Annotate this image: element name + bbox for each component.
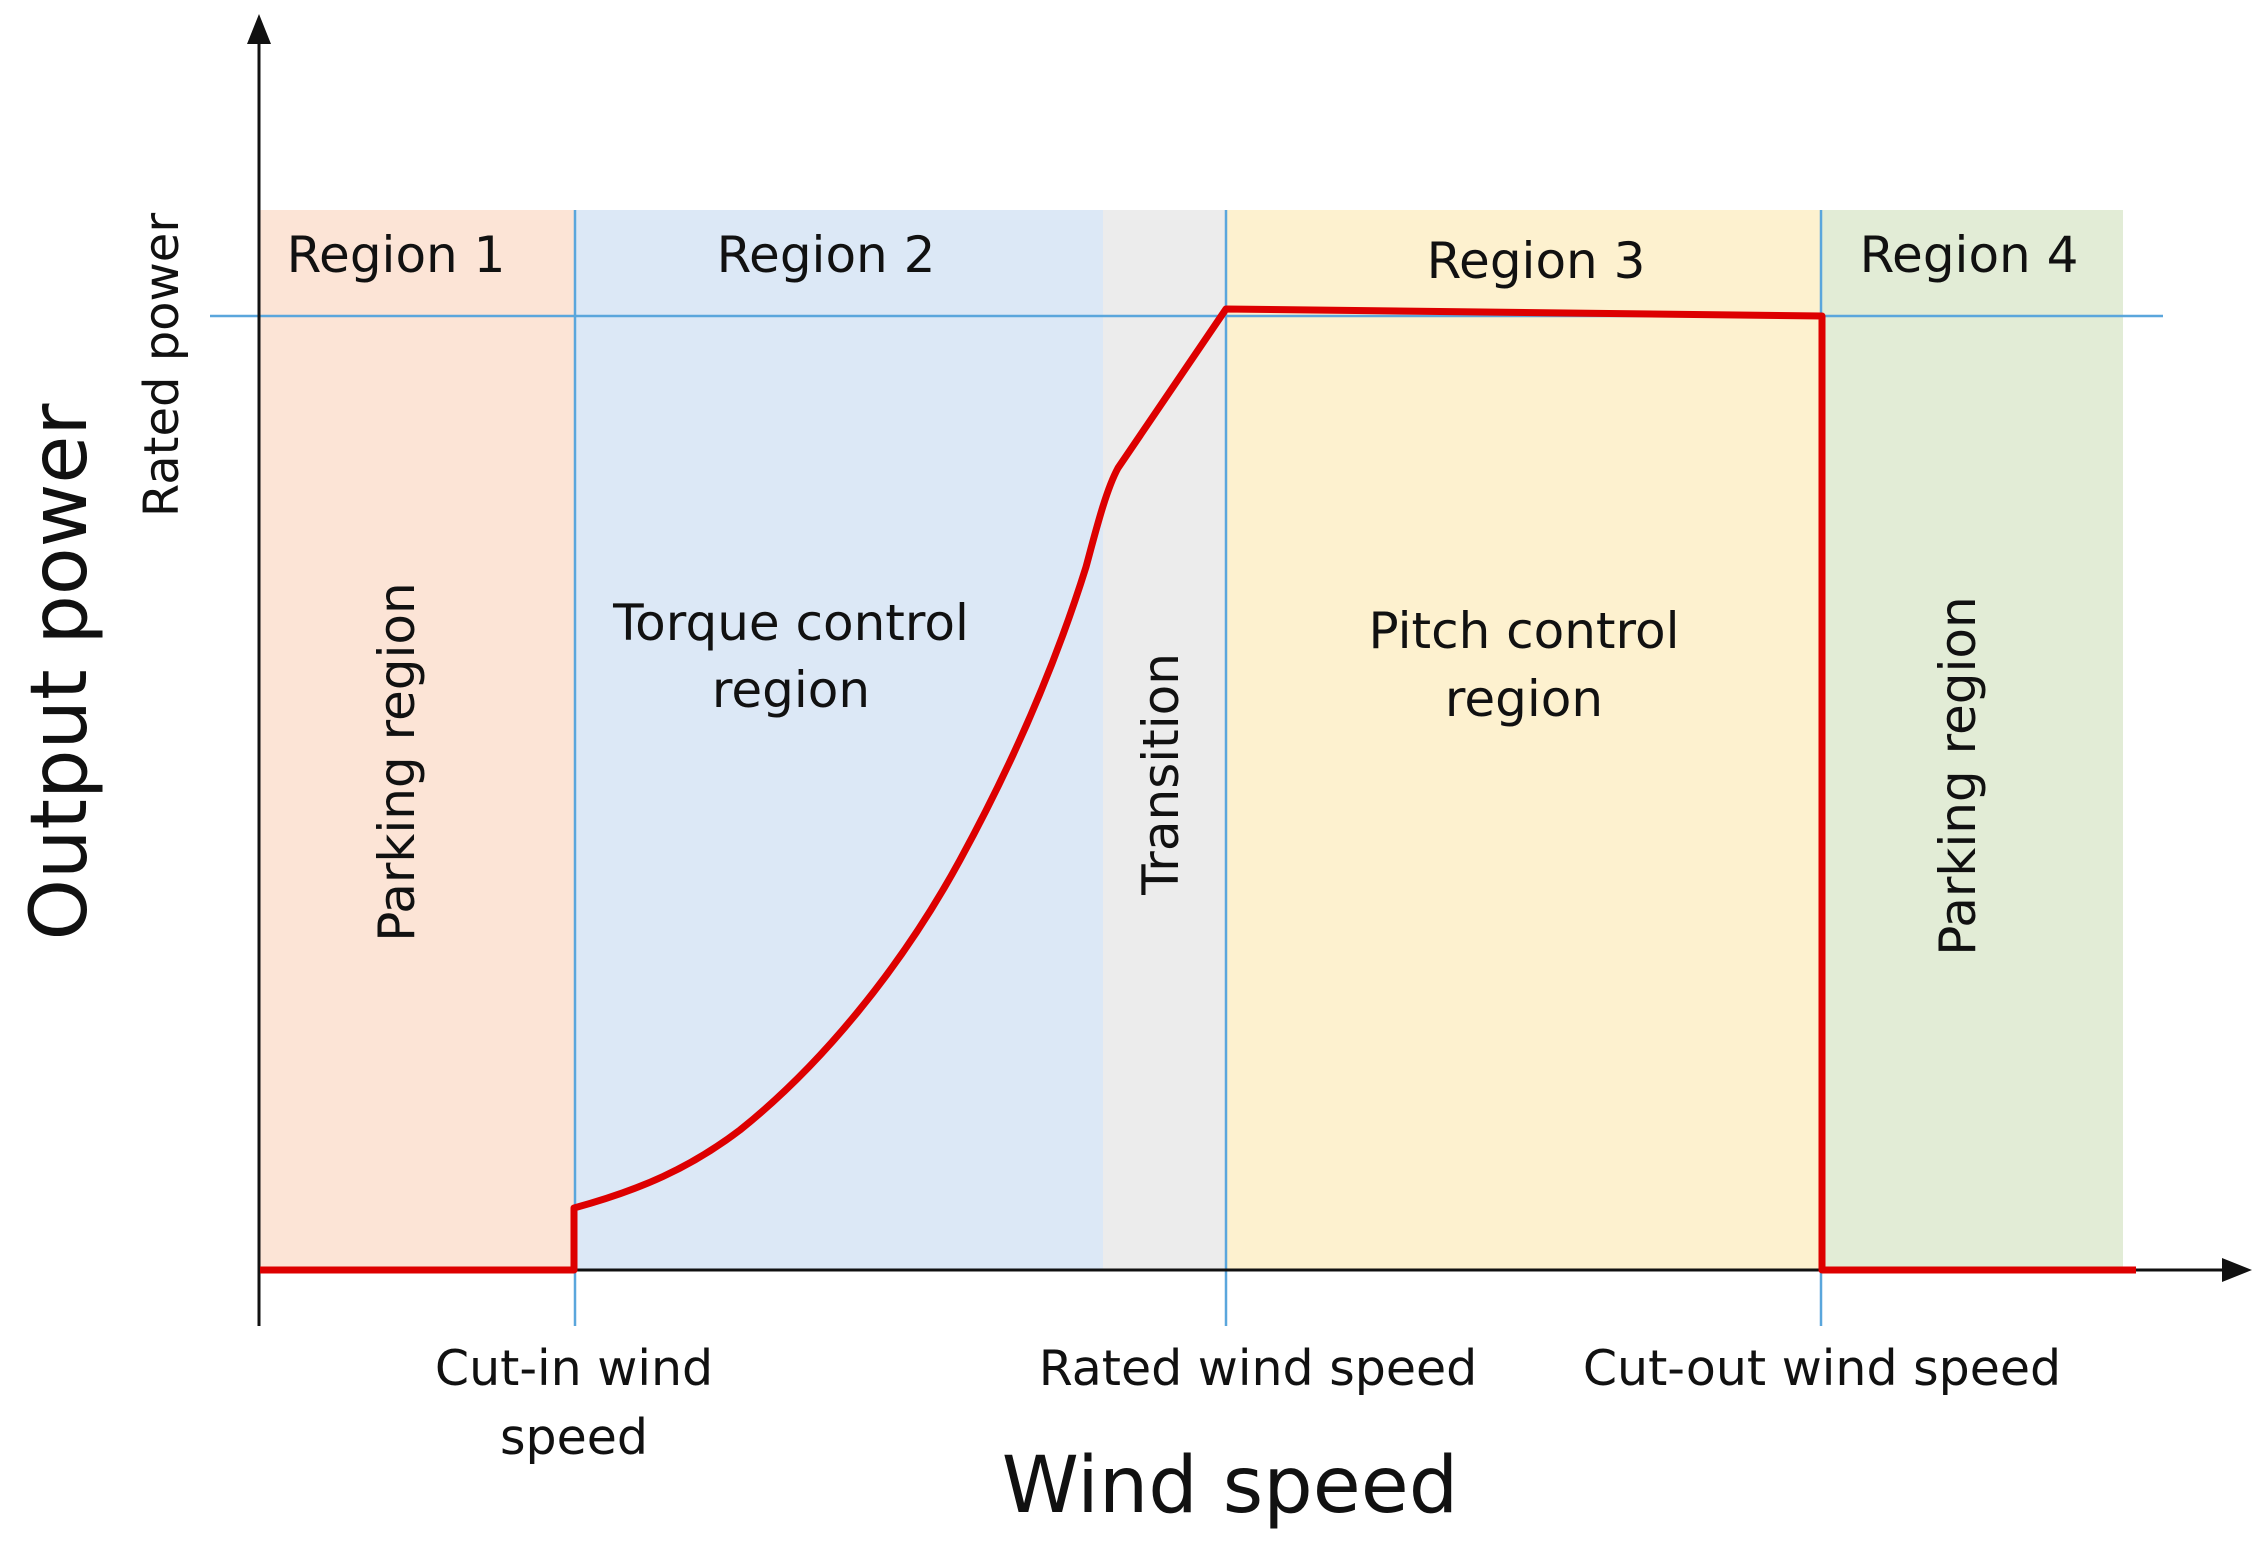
- region-2-title: Region 2: [717, 226, 936, 284]
- transition-band: [1103, 210, 1226, 1270]
- rated-power-label: Rated power: [134, 213, 190, 517]
- region-4-description: Parking region: [1929, 596, 1987, 955]
- region-1-title: Region 1: [287, 226, 506, 284]
- x-axis-arrowhead: [2222, 1258, 2252, 1282]
- y-axis-title: Output power: [15, 403, 105, 941]
- region-4-band: [1821, 210, 2123, 1270]
- cut-in-label-line-2: speed: [500, 1409, 648, 1466]
- region-2-description-line-1: Torque control: [612, 594, 969, 652]
- x-axis-title: Wind speed: [1002, 1441, 1458, 1531]
- region-1-description: Parking region: [368, 582, 426, 941]
- region-2-band: [575, 210, 1103, 1270]
- region-2-description-line-2: region: [712, 661, 870, 719]
- power-curve: [260, 305, 2136, 1274]
- region-1-band: [260, 210, 575, 1270]
- cut-in-label-line-1: Cut-in wind: [435, 1340, 713, 1397]
- region-4-title: Region 4: [1860, 226, 2079, 284]
- transition-label: Transition: [1132, 653, 1190, 896]
- region-3-description-line-1: Pitch control: [1369, 602, 1680, 660]
- region-3-title: Region 3: [1427, 232, 1646, 290]
- region-3-band: [1226, 210, 1821, 1270]
- cut-out-wind-speed-label: Cut-out wind speed: [1583, 1340, 2061, 1397]
- region-3-description-line-2: region: [1445, 670, 1603, 728]
- rated-wind-speed-label: Rated wind speed: [1039, 1340, 1478, 1397]
- y-axis-arrowhead: [247, 14, 271, 44]
